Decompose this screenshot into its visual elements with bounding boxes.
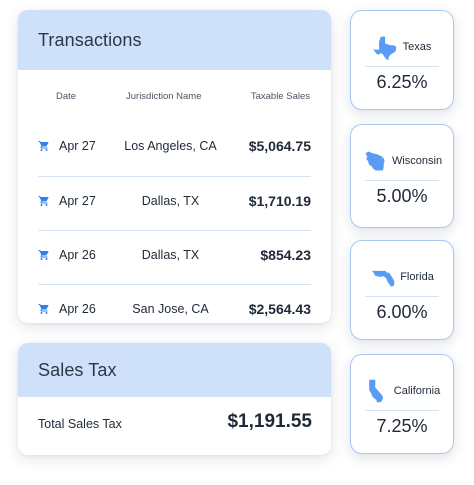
transaction-date: Apr 27 <box>59 194 96 208</box>
total-sales-tax-label: Total Sales Tax <box>38 417 122 431</box>
transaction-jurisdiction: San Jose, CA <box>132 302 209 316</box>
state-card-texas[interactable]: Texas 6.25% <box>350 10 454 110</box>
transaction-amount: $854.23 <box>260 247 311 263</box>
divider <box>365 180 439 181</box>
divider <box>365 296 439 297</box>
transaction-date: Apr 27 <box>59 139 96 153</box>
transaction-jurisdiction: Dallas, TX <box>141 194 200 208</box>
transaction-amount: $1,710.19 <box>248 193 311 209</box>
state-tax-rate: 6.25% <box>376 72 428 92</box>
transaction-amount: $2,564.43 <box>248 301 311 317</box>
transactions-card: Transactions Date Jurisdiction Name Taxa… <box>18 10 331 323</box>
column-header-date: Date <box>56 91 77 102</box>
transactions-column-headers: Date Jurisdiction Name Taxable Sales <box>18 70 331 122</box>
sales-tax-card: Sales Tax Total Sales Tax $1,191.55 <box>18 343 331 455</box>
transactions-header: Transactions <box>18 10 331 70</box>
state-name: California <box>393 385 441 397</box>
column-header-jurisdiction: Jurisdiction Name <box>126 91 202 102</box>
total-sales-tax-value: $1,191.55 <box>227 411 312 432</box>
shopping-cart-icon <box>38 304 49 314</box>
florida-map-icon <box>371 270 395 287</box>
transaction-date: Apr 26 <box>59 248 96 262</box>
state-card-florida[interactable]: Florida 6.00% <box>350 240 454 340</box>
shopping-cart-icon <box>38 250 49 260</box>
transaction-row[interactable]: Apr 26 Dallas, TX $854.23 <box>38 230 311 284</box>
transaction-date: Apr 26 <box>59 302 96 316</box>
transaction-row[interactable]: Apr 27 Dallas, TX $1,710.19 <box>38 176 311 230</box>
transaction-jurisdiction: Los Angeles, CA <box>124 139 217 153</box>
sales-tax-header: Sales Tax <box>18 343 331 397</box>
shopping-cart-icon <box>38 196 49 206</box>
sales-tax-title: Sales Tax <box>38 359 117 380</box>
texas-map-icon <box>372 36 397 60</box>
state-name: Wisconsin <box>391 155 443 167</box>
column-header-taxable-sales: Taxable Sales <box>250 91 310 102</box>
total-sales-tax-row: Total Sales Tax $1,191.55 <box>18 397 331 449</box>
transaction-amount: $5,064.75 <box>248 138 311 154</box>
state-card-wisconsin[interactable]: Wisconsin 5.00% <box>350 124 454 228</box>
state-name: Florida <box>400 271 434 283</box>
transactions-title: Transactions <box>38 29 142 50</box>
state-name: Texas <box>402 41 432 53</box>
state-tax-rate: 6.00% <box>376 302 428 322</box>
transactions-list: Apr 27 Los Angeles, CA $5,064.75 Apr 27 … <box>18 122 331 323</box>
divider <box>365 410 439 411</box>
shopping-cart-icon <box>38 141 49 151</box>
state-tax-rate: 7.25% <box>376 416 428 436</box>
transaction-row[interactable]: Apr 26 San Jose, CA $2,564.43 <box>38 284 311 323</box>
divider <box>365 66 439 67</box>
state-card-california[interactable]: California 7.25% <box>350 354 454 454</box>
state-tax-rate: 5.00% <box>376 186 428 206</box>
transaction-jurisdiction: Dallas, TX <box>141 248 200 262</box>
california-map-icon <box>368 379 383 403</box>
wisconsin-map-icon <box>365 151 385 171</box>
transaction-row[interactable]: Apr 27 Los Angeles, CA $5,064.75 <box>38 122 311 176</box>
